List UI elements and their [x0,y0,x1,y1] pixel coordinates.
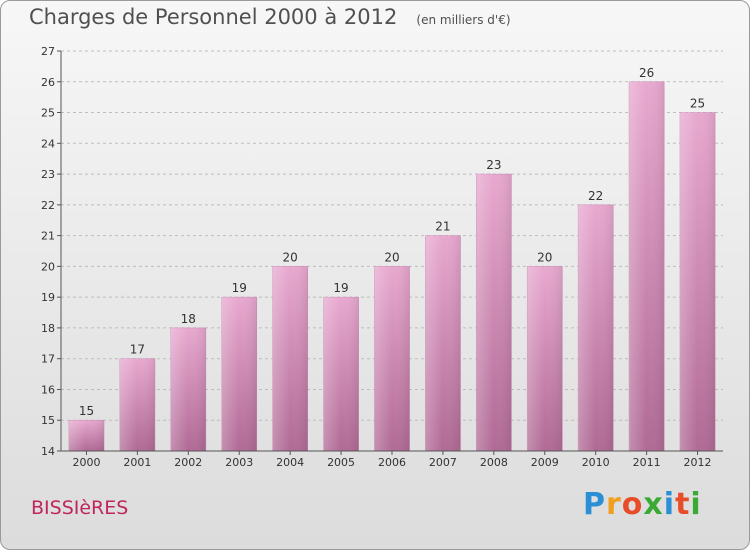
data-label: 19 [232,281,247,295]
logo-letter: x [643,487,664,522]
bar-shade [170,327,206,451]
data-label: 17 [130,343,145,357]
proxiti-logo[interactable]: Proxiti [583,487,702,522]
y-tick-label: 16 [41,383,55,396]
x-tick-label: 2008 [480,456,508,469]
y-tick-label: 22 [41,199,55,212]
bar-shade [578,204,614,451]
y-tick-label: 20 [41,260,55,273]
y-tick-label: 24 [41,137,55,150]
data-label: 20 [384,250,399,264]
bar-shade [68,420,105,451]
x-tick-label: 2003 [225,456,253,469]
y-tick-label: 17 [41,353,55,366]
y-tick-label: 23 [41,168,55,181]
x-tick-label: 2007 [429,456,457,469]
bars-layer [68,81,716,452]
data-label: 26 [639,66,654,80]
x-tick-label: 2002 [174,456,202,469]
bar-shade [374,266,410,451]
y-tick-label: 15 [41,414,55,427]
x-tick-label: 2010 [582,456,610,469]
bar-shade [323,297,359,451]
logo-letter: i [663,487,676,522]
y-tick-label: 25 [41,107,55,120]
data-label: 25 [690,97,705,111]
chart-subtitle: (en milliers d'€) [416,13,511,27]
bar-shade [221,297,257,451]
x-tick-label: 2001 [123,456,151,469]
data-label: 18 [181,312,196,326]
bar-shade [629,81,665,452]
bar-shade [119,358,155,451]
logo-letter: r [606,487,622,522]
y-tick-label: 19 [41,291,55,304]
bar-shade [272,266,308,451]
data-label: 15 [79,404,94,418]
logo-letter: i [690,487,702,522]
logo-letter: P [583,487,606,522]
axis-layer: 14 15 16 17 18 19 20 21 22 23 24 25 26 27 2000 2001 2002… [41,45,723,469]
logo-letter: o [621,487,644,522]
x-tick-label: 2009 [531,456,559,469]
x-tick-label: 2012 [684,456,712,469]
x-tick-label: 2011 [633,456,661,469]
bar-shade [527,266,563,451]
labels-layer: 15 17 18 19 20 19 20 21 23 20 22 26 25 [79,66,705,418]
x-tick-label: 2006 [378,456,406,469]
y-tick-label: 27 [41,45,55,58]
x-tick-label: 2004 [276,456,304,469]
data-label: 20 [537,250,552,264]
commune-name: BISSIèRES [31,497,129,519]
data-label: 19 [333,281,348,295]
bar-shade [425,235,461,451]
bar-shade [476,174,512,452]
data-label: 23 [486,158,501,172]
y-tick-label: 21 [41,230,55,243]
logo-letter: t [675,487,691,522]
y-tick-label: 26 [41,76,55,89]
data-label: 21 [435,220,450,234]
chart-title: Charges de Personnel 2000 à 2012 [29,5,398,29]
data-label: 20 [283,250,298,264]
x-tick-label: 2000 [72,456,100,469]
data-label: 22 [588,189,603,203]
y-tick-label: 18 [41,322,55,335]
bar-shade [679,112,716,452]
x-tick-label: 2005 [327,456,355,469]
title-row: Charges de Personnel 2000 à 2012 (en mil… [29,5,511,29]
y-tick-label: 14 [41,445,55,458]
